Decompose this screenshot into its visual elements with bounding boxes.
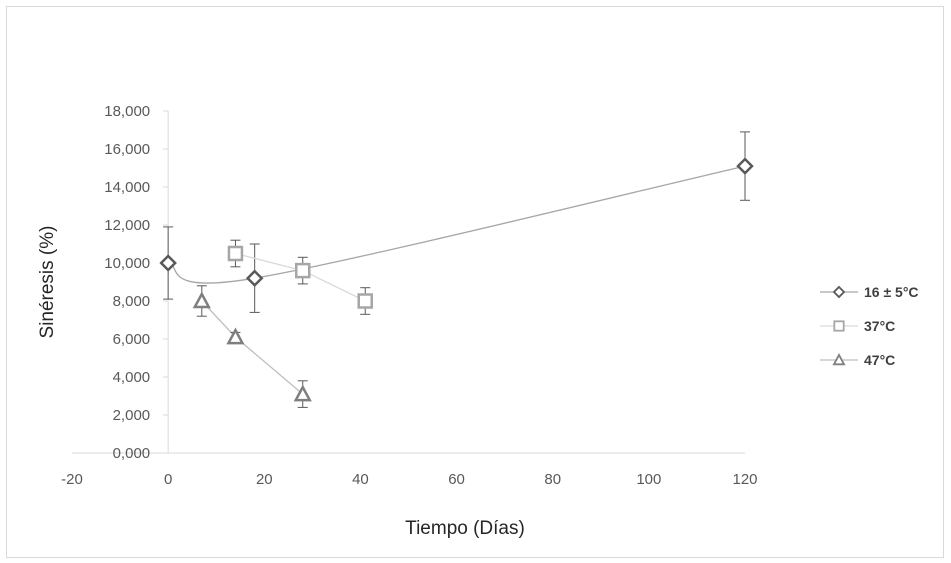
x-tick-label: -20 bbox=[61, 471, 83, 488]
y-tick-label: 4,000 bbox=[113, 369, 151, 386]
x-tick-label: 100 bbox=[636, 471, 661, 488]
y-tick-label: 0,000 bbox=[113, 445, 151, 462]
series-square bbox=[227, 239, 373, 315]
y-tick-label: 2,000 bbox=[113, 407, 151, 424]
data-point bbox=[227, 245, 244, 262]
data-point bbox=[226, 327, 245, 345]
axes bbox=[72, 110, 745, 454]
series-layer bbox=[159, 131, 754, 408]
data-point bbox=[159, 254, 177, 272]
data-point bbox=[736, 157, 754, 175]
data-point bbox=[293, 384, 312, 402]
chart-frame bbox=[6, 6, 944, 558]
legend-label: 37°C bbox=[864, 318, 895, 334]
y-tick-label: 8,000 bbox=[113, 293, 151, 310]
legend-item: 47°C bbox=[820, 352, 895, 368]
y-tick-label: 6,000 bbox=[113, 331, 151, 348]
legend-label: 16 ± 5°C bbox=[864, 284, 919, 300]
x-tick-label: 20 bbox=[256, 471, 273, 488]
data-point bbox=[294, 262, 311, 279]
legend-marker bbox=[832, 285, 846, 299]
y-tick-label: 18,000 bbox=[104, 103, 150, 120]
series-triangle bbox=[192, 285, 312, 408]
x-tick-label: 40 bbox=[352, 471, 369, 488]
y-axis-label: Sinéresis (%) bbox=[37, 226, 58, 339]
series-line bbox=[167, 165, 746, 284]
x-tick-label: 0 bbox=[164, 471, 172, 488]
legend: 16 ± 5°C 37°C 47°C bbox=[820, 284, 919, 368]
y-tick-label: 14,000 bbox=[104, 179, 150, 196]
x-tick-label: 120 bbox=[732, 471, 757, 488]
tick-labels: 0,000 2,000 4,000 6,000 8,000 10,000 12,000 14,… bbox=[61, 103, 757, 488]
data-point bbox=[192, 291, 211, 309]
data-point bbox=[245, 269, 264, 287]
data-point bbox=[357, 293, 373, 309]
series-diamond bbox=[159, 131, 754, 313]
y-tick-label: 16,000 bbox=[104, 141, 150, 158]
legend-item: 37°C bbox=[820, 318, 895, 334]
x-tick-label: 80 bbox=[544, 471, 561, 488]
x-tick-label: 60 bbox=[448, 471, 465, 488]
y-tick-label: 10,000 bbox=[104, 255, 150, 272]
x-axis-label: Tiempo (Días) bbox=[405, 518, 525, 539]
legend-marker bbox=[833, 320, 845, 332]
legend-label: 47°C bbox=[864, 352, 895, 368]
series-line bbox=[201, 300, 304, 395]
legend-marker bbox=[832, 353, 846, 366]
y-tick-label: 12,000 bbox=[104, 217, 150, 234]
legend-item: 16 ± 5°C bbox=[820, 284, 919, 300]
